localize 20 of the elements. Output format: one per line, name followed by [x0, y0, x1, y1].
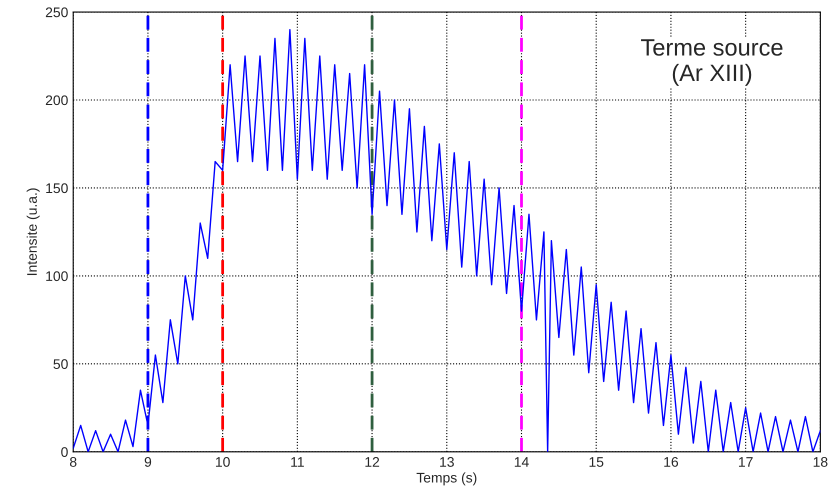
y-tick-label: 50 [53, 359, 68, 370]
x-tick-label: 12 [365, 457, 380, 467]
x-tick-label: 17 [738, 457, 753, 467]
x-tick-label: 9 [144, 457, 152, 467]
y-axis-title: Intensite (u.a.) [26, 188, 40, 276]
x-tick-label: 8 [70, 457, 76, 467]
y-tick-label: 200 [46, 95, 68, 106]
y-tick-label: 100 [46, 271, 68, 282]
x-tick-label: 10 [216, 457, 230, 467]
x-tick-label: 18 [814, 457, 828, 467]
annotation: Terme source (Ar XIII) [641, 39, 782, 86]
y-tick-label: 0 [61, 447, 68, 457]
y-tick-label: 150 [46, 183, 68, 194]
x-axis-title: Temps (s) [416, 472, 476, 486]
x-tick-label: 16 [664, 457, 678, 467]
x-tick-label: 11 [291, 457, 304, 467]
x-tick-label: 13 [440, 457, 454, 467]
x-tick-label: 15 [590, 457, 604, 467]
y-tick-label: 250 [46, 7, 68, 18]
x-tick-label: 14 [514, 457, 529, 467]
